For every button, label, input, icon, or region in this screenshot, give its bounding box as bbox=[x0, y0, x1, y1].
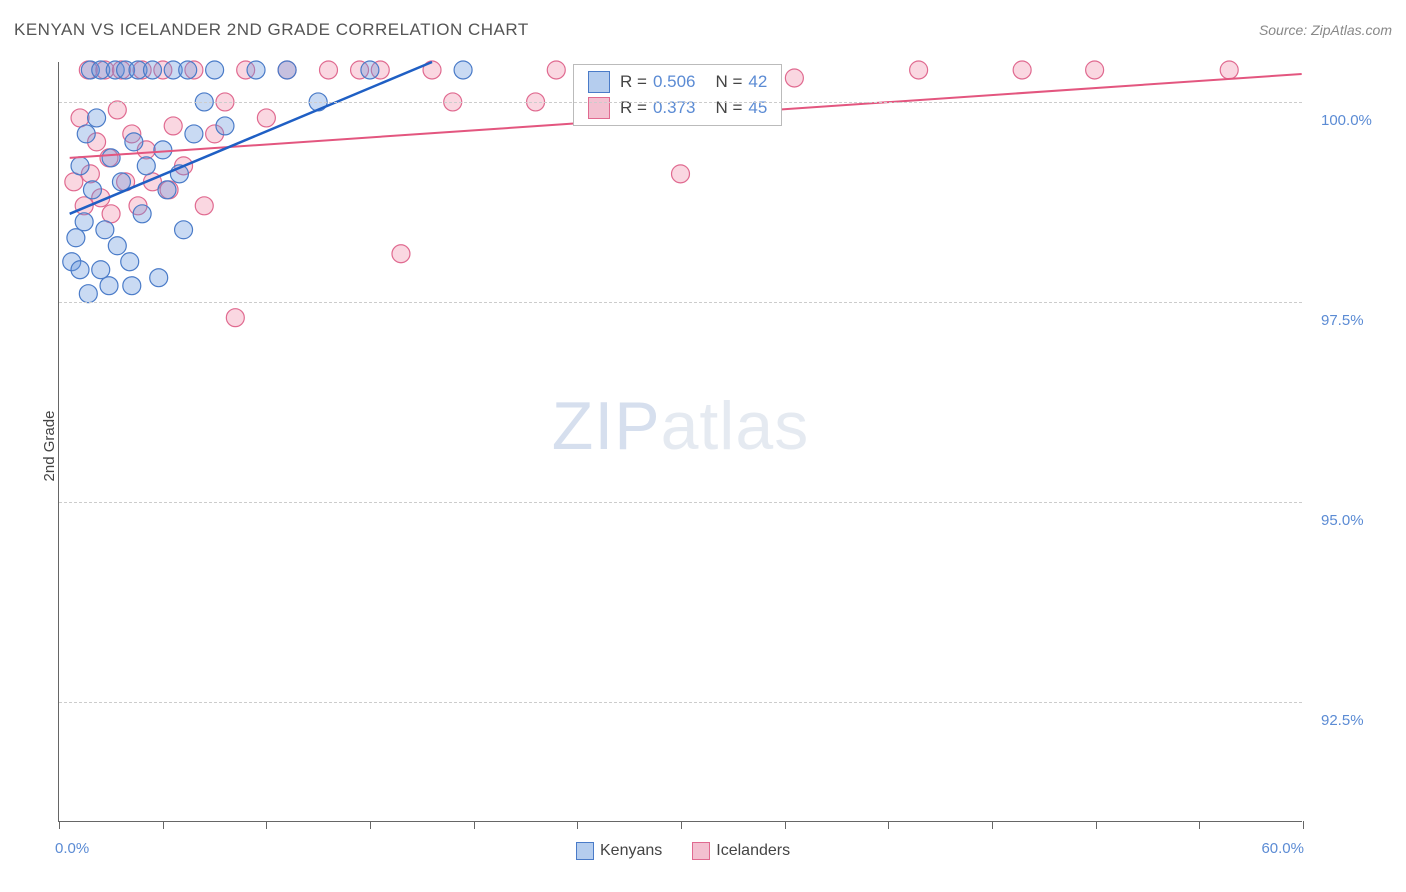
scatter-point bbox=[206, 61, 224, 79]
scatter-point bbox=[77, 125, 95, 143]
series-legend-item: Icelanders bbox=[692, 842, 790, 860]
scatter-point bbox=[133, 205, 151, 223]
x-tick bbox=[785, 821, 786, 829]
chart-svg bbox=[59, 62, 1302, 821]
scatter-point bbox=[100, 277, 118, 295]
x-tick bbox=[370, 821, 371, 829]
legend-label: Icelanders bbox=[716, 842, 790, 860]
scatter-point bbox=[102, 205, 120, 223]
y-tick-label: 95.0% bbox=[1321, 512, 1364, 529]
gridline bbox=[59, 702, 1302, 703]
x-tick bbox=[59, 821, 60, 829]
scatter-point bbox=[67, 229, 85, 247]
chart-source: Source: ZipAtlas.com bbox=[1259, 22, 1392, 38]
x-tick bbox=[1096, 821, 1097, 829]
scatter-point bbox=[96, 221, 114, 239]
x-tick bbox=[577, 821, 578, 829]
scatter-point bbox=[195, 197, 213, 215]
scatter-point bbox=[672, 165, 690, 183]
scatter-point bbox=[75, 213, 93, 231]
scatter-point bbox=[79, 285, 97, 303]
legend-label: Kenyans bbox=[600, 842, 662, 860]
x-tick bbox=[888, 821, 889, 829]
scatter-point bbox=[547, 61, 565, 79]
scatter-point bbox=[361, 61, 379, 79]
scatter-point bbox=[320, 61, 338, 79]
x-tick bbox=[681, 821, 682, 829]
scatter-point bbox=[88, 109, 106, 127]
x-tick bbox=[1199, 821, 1200, 829]
gridline bbox=[59, 102, 1302, 103]
scatter-point bbox=[1013, 61, 1031, 79]
scatter-point bbox=[137, 157, 155, 175]
x-tick bbox=[1303, 821, 1304, 829]
scatter-point bbox=[1086, 61, 1104, 79]
scatter-point bbox=[179, 61, 197, 79]
legend-text: R =0.373N =45 bbox=[620, 98, 767, 118]
legend-row: R =0.506N =42 bbox=[588, 71, 767, 93]
scatter-point bbox=[71, 109, 89, 127]
scatter-point bbox=[185, 125, 203, 143]
y-tick-label: 97.5% bbox=[1321, 312, 1364, 329]
x-tick bbox=[163, 821, 164, 829]
scatter-point bbox=[144, 61, 162, 79]
scatter-point bbox=[1220, 61, 1238, 79]
scatter-point bbox=[158, 181, 176, 199]
y-tick-label: 92.5% bbox=[1321, 712, 1364, 729]
chart-title: KENYAN VS ICELANDER 2ND GRADE CORRELATIO… bbox=[14, 20, 529, 40]
x-tick-label: 60.0% bbox=[1261, 840, 1304, 857]
scatter-point bbox=[175, 221, 193, 239]
scatter-point bbox=[226, 309, 244, 327]
x-tick bbox=[266, 821, 267, 829]
y-tick-label: 100.0% bbox=[1321, 112, 1372, 129]
scatter-point bbox=[71, 157, 89, 175]
gridline bbox=[59, 502, 1302, 503]
scatter-point bbox=[65, 173, 83, 191]
scatter-point bbox=[247, 61, 265, 79]
correlation-legend: R =0.506N =42 R =0.373N =45 bbox=[573, 64, 782, 126]
scatter-point bbox=[454, 61, 472, 79]
scatter-point bbox=[108, 101, 126, 119]
scatter-point bbox=[125, 133, 143, 151]
scatter-point bbox=[278, 61, 296, 79]
scatter-point bbox=[216, 117, 234, 135]
scatter-point bbox=[123, 277, 141, 295]
scatter-point bbox=[102, 149, 120, 167]
scatter-point bbox=[83, 181, 101, 199]
plot-area: ZIPatlas R =0.506N =42R =0.373N =45 92.5… bbox=[58, 62, 1302, 822]
scatter-point bbox=[164, 117, 182, 135]
y-axis-label: 2nd Grade bbox=[41, 411, 58, 482]
scatter-point bbox=[108, 237, 126, 255]
scatter-point bbox=[257, 109, 275, 127]
legend-swatch bbox=[588, 97, 610, 119]
legend-swatch bbox=[576, 842, 594, 860]
chart-header: KENYAN VS ICELANDER 2ND GRADE CORRELATIO… bbox=[14, 20, 1392, 40]
legend-row: R =0.373N =45 bbox=[588, 97, 767, 119]
scatter-point bbox=[71, 261, 89, 279]
scatter-point bbox=[910, 61, 928, 79]
scatter-point bbox=[154, 141, 172, 159]
legend-swatch bbox=[692, 842, 710, 860]
x-tick-label: 0.0% bbox=[55, 840, 89, 857]
scatter-point bbox=[392, 245, 410, 263]
scatter-point bbox=[785, 69, 803, 87]
series-legend-item: Kenyans bbox=[576, 842, 662, 860]
gridline bbox=[59, 302, 1302, 303]
x-tick bbox=[474, 821, 475, 829]
legend-swatch bbox=[588, 71, 610, 93]
scatter-point bbox=[150, 269, 168, 287]
series-legend: Kenyans Icelanders bbox=[576, 842, 790, 860]
legend-text: R =0.506N =42 bbox=[620, 72, 767, 92]
scatter-point bbox=[121, 253, 139, 271]
x-tick bbox=[992, 821, 993, 829]
scatter-point bbox=[92, 261, 110, 279]
